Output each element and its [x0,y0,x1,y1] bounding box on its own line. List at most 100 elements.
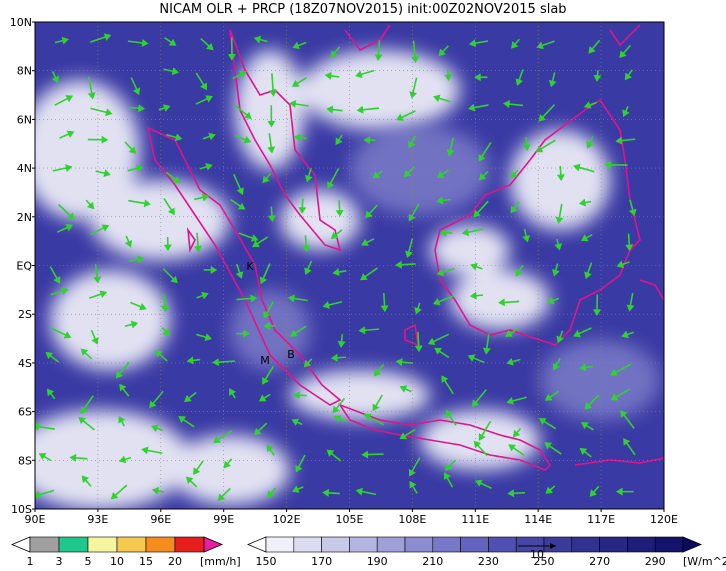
colorbar-arrow [203,536,224,553]
wind-arrow-head [414,306,422,315]
wind-arrow-head [468,39,477,48]
wind-arrow-head [150,424,159,433]
lon-label: 120E [650,513,678,526]
wind-arrow-head [359,273,368,281]
lon-label: 99E [213,513,234,526]
lat-label: 2S [18,308,32,321]
wind-arrow-head [538,418,547,426]
wind-arrow-head [356,105,364,114]
wind-arrow-head [101,224,110,232]
colorbar-swatch [265,536,295,553]
wind-arrow-head [337,340,346,348]
wind-arrow-head [522,144,531,152]
wind-arrow-head [69,453,77,462]
colorbar-swatch [58,536,89,553]
wind-arrow-head [185,476,194,485]
wind-arrow-head [403,169,412,178]
colorbar-swatch [543,536,573,553]
wind-arrow-head [408,213,416,222]
wind-arrow-head [408,140,416,149]
colorbar-swatch [432,536,461,553]
wind-arrow-head [269,89,278,97]
wind-arrow-head [201,291,209,300]
wind-arrow-head [444,463,453,471]
wind-arrow-head [161,305,170,313]
wind-arrow-head [252,240,260,248]
wind-arrow-head [536,41,544,50]
wind-arrow-head [238,70,247,78]
wind-arrow-head [584,402,592,410]
wind-arrow-head [498,298,505,307]
wind-arrow-head [80,348,89,357]
wind-arrow-head [579,363,587,372]
wind-arrow-head [208,132,216,141]
wind-arrow-head [250,234,259,242]
wind-arrow-head [396,113,404,121]
wind-arrow-head [65,223,74,232]
wind-arrow-head [91,337,99,345]
wind-arrow-head [170,275,178,284]
wind-arrow-head [355,70,363,79]
colorbar-label: 20 [168,555,182,568]
wind-arrow-head [138,104,145,113]
wind-arrow-head [293,133,301,142]
colorbar-swatch [404,536,434,553]
wind-arrow-head [580,422,589,430]
wind-arrow-head [441,375,449,384]
wind-arrow-head [103,169,111,178]
wind-arrow-head [580,234,589,242]
wind-arrow-head [267,215,276,223]
lon-label: 102E [273,513,301,526]
colorbar-label: 1 [27,555,34,568]
wind-arrow-head [258,394,267,402]
colorbar-label: 170 [311,555,332,568]
wind-arrow-head [414,345,423,353]
wind-arrow-head [229,388,236,396]
wind-arrow-head [51,75,60,84]
lat-label: 8S [18,454,32,467]
wind-arrow-head [292,391,300,400]
wind-arrow-head [322,301,330,309]
wind-arrow-head [130,320,139,329]
wind-arrow-head [510,170,518,179]
wind-arrow-head [162,328,171,337]
station-marker: K [246,260,254,273]
wind-arrow-head [330,231,339,240]
wind-arrow-head [118,455,127,464]
lat-label: EQ [16,260,32,273]
wind-arrow-head [178,416,186,424]
wind-arrow-head [302,245,311,253]
wind-arrow-head [162,104,171,112]
wind-arrow-head [326,449,335,457]
wind-arrow-head [236,187,244,195]
wind-arrow-head [436,268,445,277]
colorbar-arrow [10,536,31,553]
wind-arrow-head [473,209,481,218]
wind-arrow-head [253,427,262,436]
wind-arrow-head [522,235,531,243]
wind-arrow-head [478,154,486,162]
wind-arrow-head [213,435,221,443]
wind-arrow-head [295,464,303,473]
colorbar-label: 290 [645,555,666,568]
wind-arrow-head [399,385,408,393]
wind-arrow-head [593,74,602,82]
lat-label: 4S [18,357,32,370]
colorbar-swatch [293,536,322,553]
wind-arrow-head [502,100,510,109]
wind-arrow-head [266,444,274,453]
wind-arrow-head [469,291,477,300]
wind-arrow-head [204,333,213,342]
wind-arrow-head [243,135,252,144]
colorbar-swatch [321,536,350,553]
wind-arrow-head [615,136,623,145]
colorbar-swatch [29,536,60,553]
wind-arrow-head [206,42,214,51]
wind-arrow-head [174,133,183,142]
lat-label: 2N [17,211,32,224]
wind-arrow-head [243,329,250,338]
colorbar-label: 3 [56,555,63,568]
wind-arrow-head [99,290,108,298]
wind-arrow-head [53,276,61,284]
wind-arrow-head [399,432,408,440]
